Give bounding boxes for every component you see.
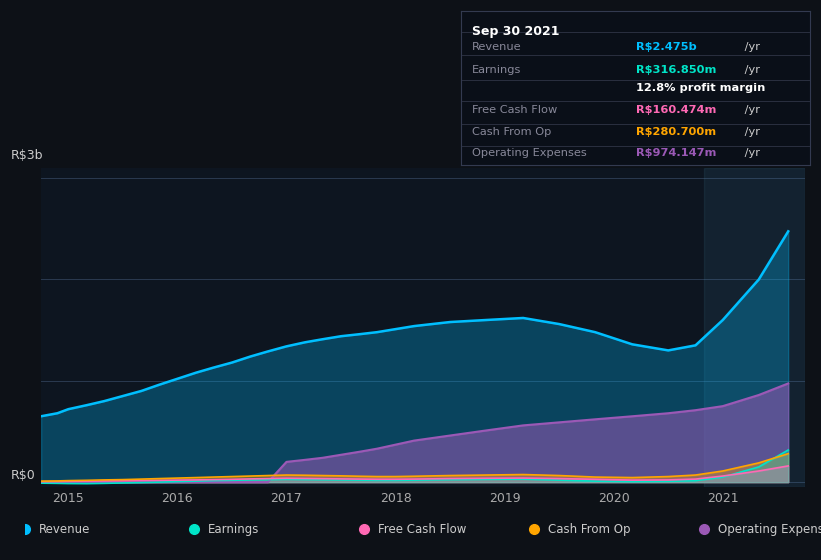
Text: R$3b: R$3b — [11, 148, 43, 162]
Text: R$316.850m: R$316.850m — [636, 65, 716, 75]
Text: R$280.700m: R$280.700m — [636, 127, 716, 137]
Bar — [704, 168, 805, 487]
Text: Free Cash Flow: Free Cash Flow — [378, 522, 466, 536]
Text: Cash From Op: Cash From Op — [548, 522, 631, 536]
Text: R$160.474m: R$160.474m — [636, 105, 716, 115]
Text: /yr: /yr — [741, 65, 759, 75]
Text: Revenue: Revenue — [39, 522, 89, 536]
Text: /yr: /yr — [741, 148, 759, 158]
Text: Operating Expenses: Operating Expenses — [718, 522, 821, 536]
Text: R$0: R$0 — [11, 469, 35, 482]
Text: Cash From Op: Cash From Op — [472, 127, 551, 137]
Text: Free Cash Flow: Free Cash Flow — [472, 105, 557, 115]
Text: Sep 30 2021: Sep 30 2021 — [472, 25, 559, 38]
Text: Earnings: Earnings — [209, 522, 259, 536]
Text: R$2.475b: R$2.475b — [636, 42, 696, 52]
Text: /yr: /yr — [741, 127, 759, 137]
Text: R$974.147m: R$974.147m — [636, 148, 716, 158]
Text: /yr: /yr — [741, 105, 759, 115]
Text: Earnings: Earnings — [472, 65, 521, 75]
Text: Operating Expenses: Operating Expenses — [472, 148, 587, 158]
Text: 12.8% profit margin: 12.8% profit margin — [636, 83, 765, 93]
Text: /yr: /yr — [741, 42, 759, 52]
Text: Revenue: Revenue — [472, 42, 521, 52]
